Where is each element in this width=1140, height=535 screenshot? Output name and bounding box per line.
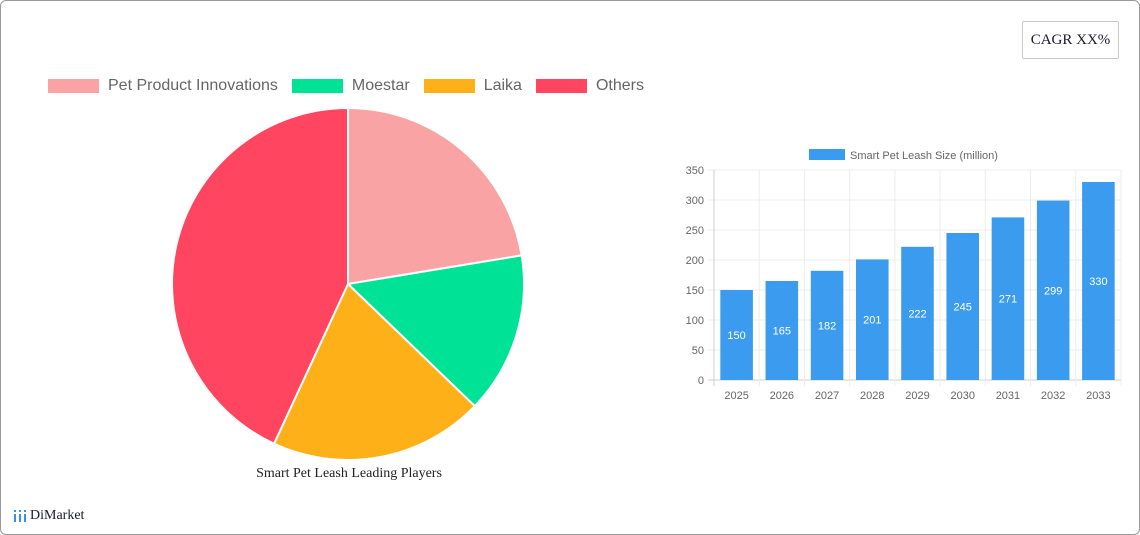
bar[interactable]: 165: [765, 281, 799, 380]
pie-chart: [171, 106, 525, 461]
y-tick-label: 350: [686, 165, 704, 177]
svg-text:222: 222: [908, 308, 926, 320]
svg-text:271: 271: [999, 294, 1017, 306]
cagr-button[interactable]: CAGR XX%: [1022, 21, 1119, 59]
pie-slice[interactable]: [345, 254, 525, 408]
bar[interactable]: 150: [720, 290, 753, 380]
pie-slice[interactable]: [272, 282, 477, 461]
svg-text:201: 201: [863, 315, 881, 327]
legend-swatch: [423, 79, 475, 93]
svg-text:299: 299: [1044, 285, 1062, 297]
y-tick-label: 300: [686, 195, 704, 207]
legend-swatch: [535, 79, 587, 93]
y-tick-label: 150: [686, 285, 704, 297]
x-tick-label: 2031: [996, 390, 1020, 402]
legend-item[interactable]: Pet Product Innovations: [48, 77, 278, 95]
bar[interactable]: 299: [1036, 200, 1070, 380]
bar[interactable]: 330: [1082, 182, 1115, 380]
legend-label: Pet Product Innovations: [108, 77, 278, 94]
x-tick-label: 2028: [860, 390, 884, 402]
legend-label: Laika: [483, 77, 522, 94]
y-tick-label: 200: [686, 255, 704, 267]
pie-legend: Pet Product Innovations Moestar Laika Other…: [48, 76, 658, 96]
legend-swatch: [291, 79, 343, 93]
pie-chart-title: Smart Pet Leash Leading Players: [256, 466, 442, 481]
bar-chart: Smart Pet Leash Size (million) 0 50 100 150 2…: [686, 149, 1122, 402]
legend-swatch: [48, 79, 99, 93]
legend-label: Moestar: [351, 77, 410, 94]
pie-slice[interactable]: [171, 106, 349, 446]
logo-text: DiMarket: [30, 508, 85, 523]
cagr-label: CAGR XX%: [1030, 31, 1111, 48]
x-tick-label: 2033: [1086, 390, 1110, 402]
svg-text:165: 165: [773, 326, 791, 338]
pie-slice[interactable]: [347, 106, 523, 286]
bar-chart-icon: [14, 510, 26, 522]
legend-item[interactable]: Laika: [423, 77, 522, 95]
legend-item[interactable]: Others: [535, 77, 644, 95]
bar[interactable]: 271: [991, 217, 1025, 380]
x-tick-label: 2030: [950, 390, 974, 402]
x-tick-label: 2027: [815, 390, 839, 402]
x-tick-label: 2032: [1041, 390, 1065, 402]
y-tick-label: 100: [686, 315, 704, 327]
y-tick-label: 250: [686, 225, 704, 237]
bar[interactable]: 222: [901, 246, 934, 380]
svg-text:Smart Pet Leash Size (million): Smart Pet Leash Size (million): [850, 150, 998, 162]
dimarket-logo[interactable]: DiMarket: [14, 508, 84, 524]
svg-text:330: 330: [1089, 276, 1107, 288]
bar[interactable]: 245: [946, 233, 980, 380]
svg-text:150: 150: [727, 330, 745, 342]
legend-item[interactable]: Moestar: [291, 77, 410, 95]
x-tick-label: 2029: [905, 390, 929, 402]
bar[interactable]: 201: [855, 259, 889, 380]
y-tick-label: 0: [698, 375, 704, 387]
svg-text:245: 245: [954, 302, 972, 314]
svg-text:182: 182: [818, 320, 836, 332]
x-tick-label: 2025: [724, 390, 748, 402]
bar-legend[interactable]: Smart Pet Leash Size (million): [809, 149, 998, 162]
legend-label: Others: [595, 77, 644, 94]
x-tick-label: 2026: [770, 390, 794, 402]
y-tick-label: 50: [692, 345, 704, 357]
bar[interactable]: 182: [810, 270, 844, 380]
